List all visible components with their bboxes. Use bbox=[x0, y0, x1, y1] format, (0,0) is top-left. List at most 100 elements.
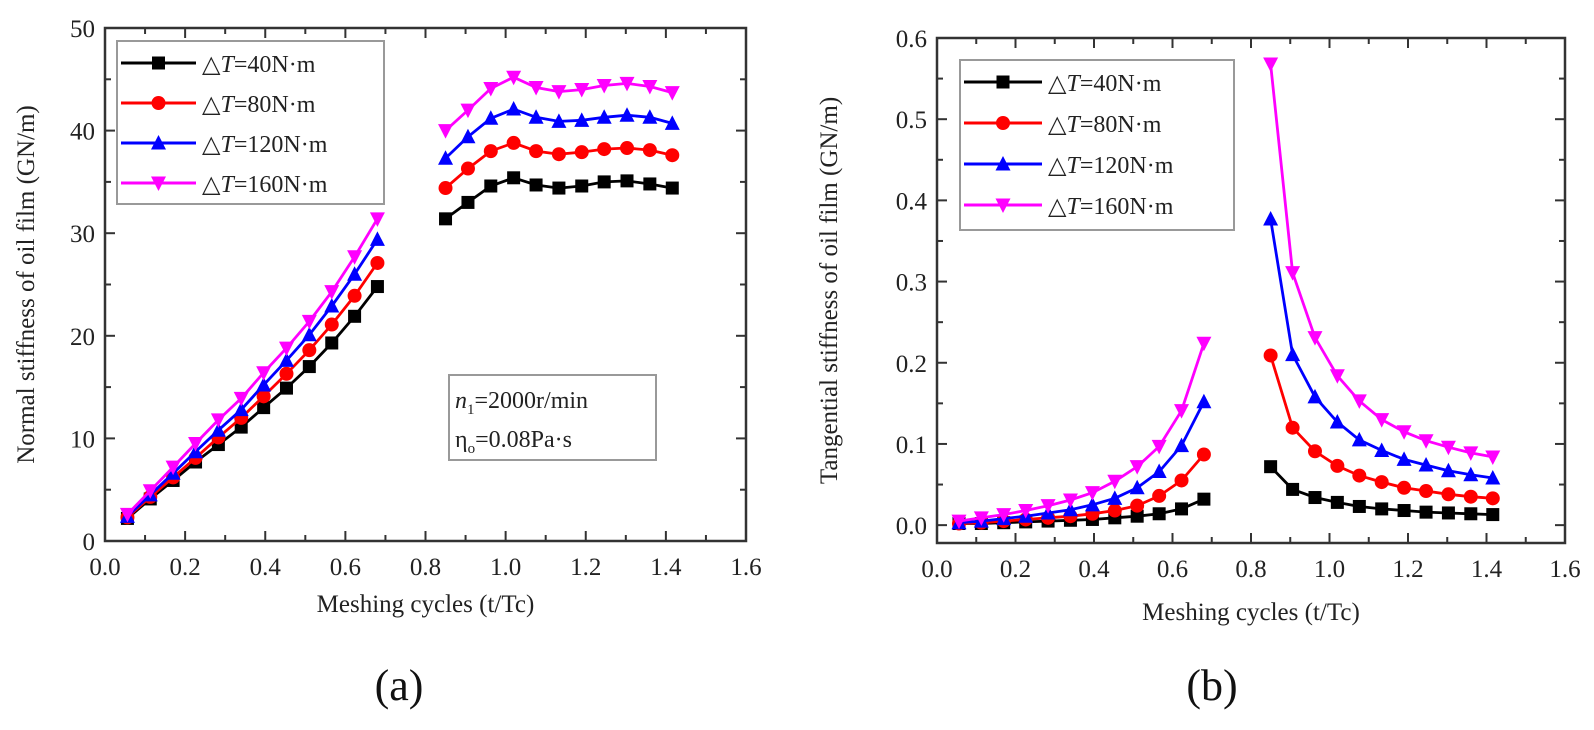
data-point bbox=[1062, 493, 1078, 508]
data-point bbox=[575, 179, 589, 193]
data-point bbox=[552, 181, 566, 195]
data-point bbox=[460, 161, 475, 176]
legend-value: =120N·m bbox=[1080, 153, 1174, 179]
data-point bbox=[460, 128, 476, 144]
delta-symbol: △ bbox=[202, 52, 221, 78]
legend-item: △T=80N·m bbox=[964, 112, 1162, 138]
legend-value: =120N·m bbox=[234, 132, 328, 158]
data-point bbox=[256, 366, 272, 381]
legend-variable: T bbox=[220, 92, 235, 118]
legend-value: =40N·m bbox=[234, 52, 316, 78]
legend-item: △T=40N·m bbox=[121, 52, 316, 78]
data-point bbox=[278, 352, 294, 367]
data-point bbox=[1107, 490, 1123, 505]
panel-label-a: (a) bbox=[375, 661, 424, 710]
data-point bbox=[1286, 482, 1300, 496]
data-point bbox=[1151, 463, 1167, 479]
data-point bbox=[620, 174, 634, 188]
y-tick-label: 0.4 bbox=[896, 188, 928, 215]
delta-symbol: △ bbox=[202, 172, 221, 198]
data-point bbox=[483, 144, 498, 159]
legend-marker bbox=[996, 75, 1010, 89]
data-point bbox=[324, 298, 340, 313]
legend-marker bbox=[151, 96, 166, 110]
data-point bbox=[506, 135, 521, 150]
series-line-segment-1 bbox=[126, 218, 379, 516]
legend-label: △T=40N·m bbox=[202, 52, 316, 78]
data-point bbox=[1196, 393, 1212, 409]
legend-variable: T bbox=[220, 172, 235, 198]
x-tick-label: 1.6 bbox=[1549, 556, 1580, 583]
legend-value: =160N·m bbox=[1080, 194, 1174, 220]
data-point bbox=[1307, 388, 1323, 404]
legend-marker bbox=[151, 176, 166, 191]
legend-variable: T bbox=[220, 52, 235, 78]
data-point bbox=[347, 266, 363, 281]
data-point bbox=[1285, 266, 1301, 281]
data-point bbox=[483, 110, 499, 125]
data-point bbox=[1396, 451, 1412, 466]
x-tick-label: 1.0 bbox=[490, 554, 521, 581]
legend-marker bbox=[995, 156, 1011, 171]
data-point bbox=[256, 389, 271, 404]
delta-symbol: △ bbox=[202, 92, 221, 118]
x-tick-label: 1.2 bbox=[570, 554, 601, 581]
x-tick-label: 1.6 bbox=[730, 554, 761, 581]
data-point bbox=[438, 124, 454, 139]
data-point bbox=[1463, 489, 1478, 504]
data-point bbox=[596, 78, 612, 94]
data-point bbox=[210, 413, 226, 428]
data-point bbox=[1018, 504, 1034, 519]
data-point bbox=[1174, 473, 1189, 488]
data-point bbox=[528, 109, 544, 124]
legend-value: =80N·m bbox=[1080, 112, 1162, 138]
data-point bbox=[1351, 394, 1367, 409]
data-point bbox=[1129, 479, 1145, 495]
series-120nm bbox=[119, 101, 680, 523]
data-point bbox=[529, 144, 544, 159]
data-point bbox=[1374, 413, 1390, 428]
data-point bbox=[370, 280, 384, 294]
legend-variable: T bbox=[220, 132, 235, 158]
x-tick-label: 1.4 bbox=[1471, 556, 1503, 583]
series-80nm bbox=[951, 348, 1500, 531]
data-point bbox=[1464, 507, 1478, 521]
data-point bbox=[438, 181, 453, 196]
chart-a: 0.0 0.2 0.4 0.6 0.8 1.0 1.2 1.4 1.6 0 10 20 30 40 50 Me… bbox=[13, 16, 762, 618]
data-point bbox=[1152, 488, 1167, 503]
x-tick-label: 0.8 bbox=[410, 554, 441, 581]
data-point bbox=[597, 175, 611, 189]
data-point bbox=[1463, 466, 1479, 482]
chart-b: 0.0 0.2 0.4 0.6 0.8 1.0 1.2 1.4 1.6 0.0 0.1 0.2 0.3 0… bbox=[816, 26, 1581, 626]
legend-label: △T=120N·m bbox=[202, 132, 328, 158]
data-point bbox=[1352, 468, 1367, 483]
y-tick-label: 0.1 bbox=[896, 432, 927, 459]
data-point bbox=[551, 147, 566, 162]
legend-item: △T=160N·m bbox=[964, 194, 1174, 220]
legend-variable: T bbox=[1066, 112, 1081, 138]
data-point bbox=[1419, 484, 1434, 499]
data-point bbox=[642, 109, 658, 124]
legend-label: △T=120N·m bbox=[1048, 153, 1174, 179]
series-line-segment-1 bbox=[958, 401, 1206, 525]
data-point bbox=[619, 107, 635, 122]
data-point bbox=[665, 148, 680, 163]
data-point bbox=[1486, 508, 1500, 522]
data-point bbox=[951, 514, 967, 530]
data-point bbox=[1396, 425, 1412, 440]
data-point bbox=[256, 377, 272, 392]
legend-value: =80N·m bbox=[234, 92, 316, 118]
data-point bbox=[1263, 211, 1279, 226]
x-tick-label: 0.6 bbox=[1157, 556, 1188, 583]
panel-label-b: (b) bbox=[1186, 661, 1237, 710]
data-point bbox=[619, 76, 635, 92]
data-point bbox=[1440, 462, 1456, 478]
data-point bbox=[1040, 499, 1056, 514]
data-point bbox=[996, 508, 1012, 523]
legend-marker bbox=[995, 198, 1011, 213]
legend: △T=40N·m△T=80N·m△T=120N·m△T=160N·m bbox=[116, 40, 385, 205]
x-axis-title: Meshing cycles (t/Tc) bbox=[317, 591, 535, 618]
data-point bbox=[1285, 420, 1300, 435]
data-point bbox=[506, 101, 522, 116]
